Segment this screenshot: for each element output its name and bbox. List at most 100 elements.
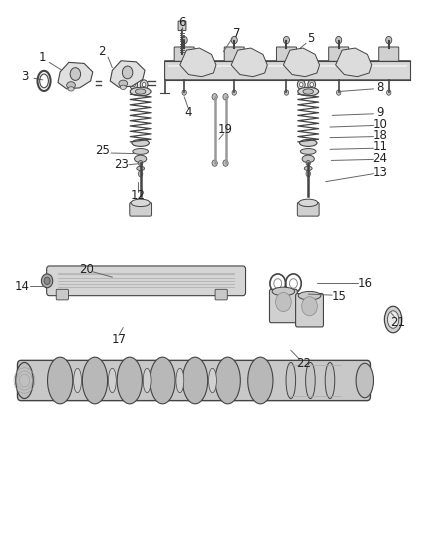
Ellipse shape [137, 166, 145, 171]
Ellipse shape [117, 357, 142, 404]
FancyBboxPatch shape [269, 289, 297, 322]
Ellipse shape [306, 171, 311, 177]
Ellipse shape [385, 306, 402, 333]
Text: 12: 12 [131, 189, 146, 202]
Ellipse shape [183, 357, 208, 404]
Circle shape [122, 66, 133, 79]
Text: 16: 16 [357, 277, 372, 290]
Circle shape [70, 68, 81, 80]
Ellipse shape [298, 87, 319, 96]
Ellipse shape [131, 199, 150, 207]
Text: 3: 3 [21, 70, 29, 83]
Text: 18: 18 [373, 129, 388, 142]
Text: 8: 8 [376, 81, 384, 94]
FancyBboxPatch shape [130, 203, 152, 216]
Ellipse shape [248, 357, 273, 404]
Ellipse shape [302, 155, 314, 163]
Polygon shape [58, 62, 93, 89]
Circle shape [212, 94, 217, 100]
Ellipse shape [176, 368, 184, 393]
Text: 7: 7 [233, 27, 240, 39]
Ellipse shape [134, 155, 147, 163]
FancyBboxPatch shape [276, 47, 297, 61]
Text: 14: 14 [15, 280, 30, 293]
Ellipse shape [325, 362, 335, 399]
Text: 13: 13 [373, 166, 388, 179]
Ellipse shape [303, 89, 314, 94]
Text: 11: 11 [373, 140, 388, 153]
Circle shape [276, 293, 291, 312]
Ellipse shape [150, 357, 175, 404]
Circle shape [130, 80, 138, 90]
Circle shape [310, 83, 314, 87]
Ellipse shape [272, 287, 295, 296]
FancyBboxPatch shape [165, 61, 410, 80]
FancyBboxPatch shape [379, 47, 399, 61]
Text: 21: 21 [390, 316, 405, 329]
Circle shape [132, 83, 135, 87]
Text: 20: 20 [79, 263, 94, 276]
FancyBboxPatch shape [215, 289, 227, 300]
Ellipse shape [133, 149, 148, 155]
Text: 5: 5 [307, 32, 314, 45]
FancyBboxPatch shape [174, 47, 194, 61]
Polygon shape [283, 48, 320, 77]
Text: 25: 25 [95, 144, 110, 157]
Circle shape [42, 274, 53, 288]
FancyBboxPatch shape [178, 21, 186, 30]
Text: 15: 15 [331, 290, 346, 303]
FancyBboxPatch shape [297, 203, 319, 216]
FancyBboxPatch shape [328, 47, 349, 61]
Ellipse shape [306, 362, 315, 399]
Text: 4: 4 [185, 106, 192, 119]
Ellipse shape [74, 368, 81, 393]
Ellipse shape [68, 87, 74, 91]
Ellipse shape [300, 140, 317, 147]
Polygon shape [110, 61, 145, 87]
Polygon shape [231, 48, 267, 77]
Circle shape [182, 90, 186, 95]
Ellipse shape [130, 87, 151, 96]
Polygon shape [336, 48, 372, 77]
Ellipse shape [286, 362, 296, 399]
Circle shape [297, 80, 305, 90]
Circle shape [232, 90, 237, 95]
Ellipse shape [300, 149, 316, 155]
Circle shape [140, 80, 148, 90]
Ellipse shape [143, 368, 151, 393]
Circle shape [212, 160, 217, 166]
Ellipse shape [304, 166, 312, 171]
Text: 17: 17 [111, 333, 127, 346]
Circle shape [302, 297, 318, 316]
Circle shape [223, 160, 228, 166]
FancyBboxPatch shape [56, 289, 68, 300]
Ellipse shape [82, 357, 108, 404]
Text: 19: 19 [218, 123, 233, 136]
Text: 23: 23 [113, 158, 128, 171]
Ellipse shape [215, 357, 240, 404]
Ellipse shape [299, 199, 318, 207]
Circle shape [336, 90, 341, 95]
Ellipse shape [208, 368, 216, 393]
Text: 9: 9 [376, 106, 384, 119]
Ellipse shape [388, 311, 399, 328]
Text: 6: 6 [178, 16, 186, 29]
FancyBboxPatch shape [224, 47, 244, 61]
Circle shape [231, 36, 237, 44]
Circle shape [44, 277, 50, 285]
Circle shape [181, 36, 187, 44]
Ellipse shape [109, 368, 116, 393]
Circle shape [386, 36, 392, 44]
Circle shape [283, 36, 290, 44]
Text: 1: 1 [39, 51, 46, 63]
Circle shape [308, 80, 316, 90]
Ellipse shape [356, 364, 374, 398]
Text: 24: 24 [373, 152, 388, 165]
Circle shape [387, 90, 391, 95]
Polygon shape [180, 48, 216, 77]
Circle shape [142, 83, 146, 87]
Ellipse shape [135, 89, 146, 94]
Ellipse shape [67, 82, 75, 88]
Ellipse shape [138, 171, 143, 177]
Circle shape [306, 160, 311, 166]
